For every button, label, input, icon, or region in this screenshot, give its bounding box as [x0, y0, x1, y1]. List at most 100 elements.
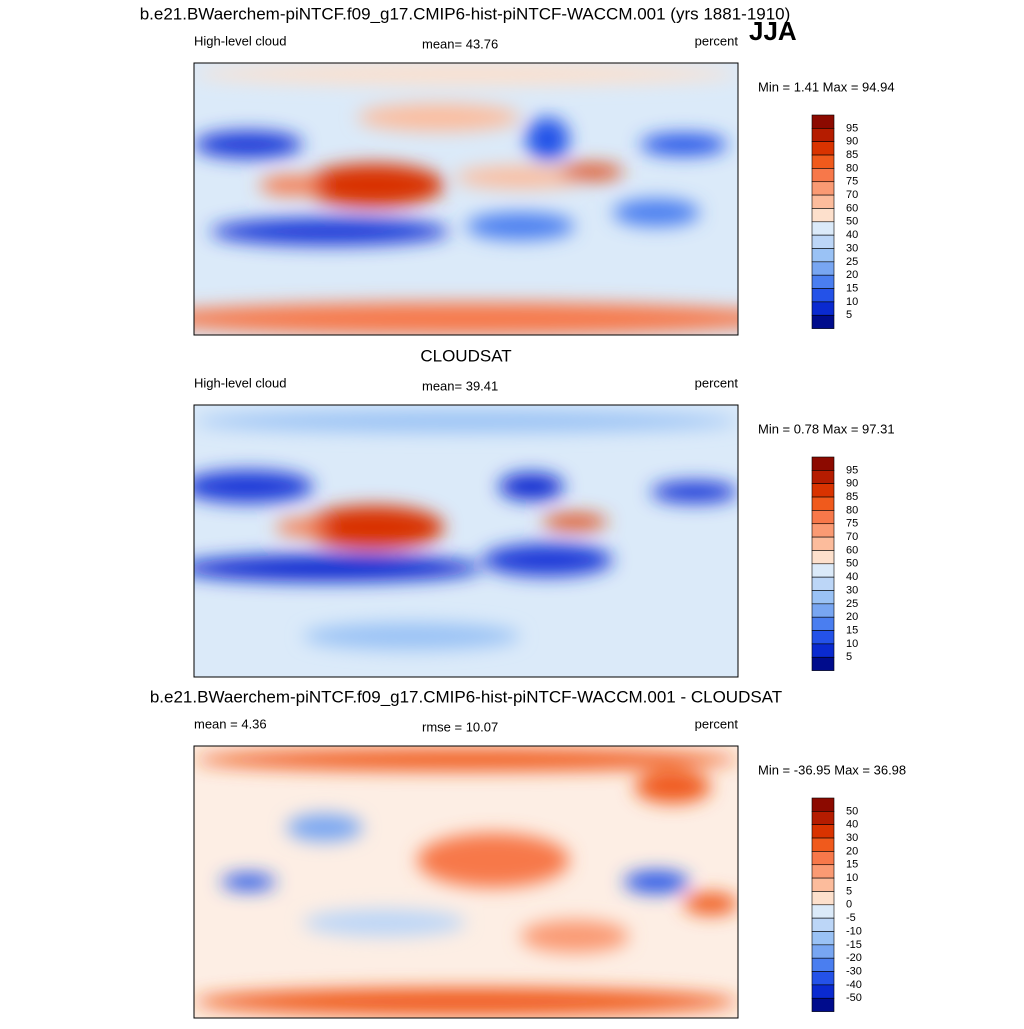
- panel-left-label: mean = 4.36: [194, 716, 267, 731]
- colorbar-box: [811, 208, 835, 223]
- field-blob: [482, 543, 613, 577]
- colorbar-box: [811, 630, 835, 645]
- field-blob: [612, 199, 700, 227]
- field-blob: [259, 175, 325, 195]
- colorbar-label: 5: [846, 651, 852, 663]
- colorbar-label: 15: [846, 624, 858, 636]
- colorbar-box: [811, 877, 835, 892]
- field: [194, 748, 738, 1016]
- colorbar-label: 20: [846, 269, 858, 281]
- colorbar-box: [811, 837, 835, 852]
- colorbar-box: [811, 114, 835, 129]
- colorbar-label: 85: [846, 491, 858, 503]
- colorbar-box: [811, 168, 835, 183]
- panel-units: percent: [695, 33, 739, 48]
- field-blob: [650, 481, 738, 503]
- min-max: Min = 1.41 Max = 94.94: [758, 79, 895, 94]
- colorbar-label: 10: [846, 872, 858, 884]
- colorbar-label: 75: [846, 176, 858, 188]
- field-blob: [194, 748, 738, 771]
- colorbar-box: [811, 984, 835, 999]
- colorbar-label: 10: [846, 638, 858, 650]
- colorbar-label: 30: [846, 584, 858, 596]
- map-frame: [193, 404, 739, 678]
- colorbar-label: -5: [846, 912, 856, 924]
- colorbar-box: [811, 864, 835, 879]
- colorbar-box: [811, 931, 835, 946]
- colorbar-box: [811, 261, 835, 276]
- colorbar-label: 75: [846, 518, 858, 530]
- colorbar-label: -10: [846, 925, 862, 937]
- field-blob: [455, 166, 586, 189]
- colorbar-label: -30: [846, 965, 862, 977]
- map-frame: [193, 745, 739, 1019]
- colorbar-box: [811, 496, 835, 511]
- colorbar-label: 50: [846, 216, 858, 228]
- colorbar-label: 40: [846, 819, 858, 831]
- colorbar-box: [811, 510, 835, 525]
- colorbar-box: [811, 274, 835, 289]
- panel: High-level cloud mean= 43.76 percent Min = …: [193, 33, 895, 336]
- colorbar-label: 95: [846, 464, 858, 476]
- colorbar-label: 40: [846, 229, 858, 241]
- field-blob: [194, 988, 738, 1016]
- colorbar-box: [811, 234, 835, 249]
- panel-center-label: mean= 43.76: [422, 36, 498, 51]
- colorbar-box: [811, 221, 835, 236]
- panel-left-label: High-level cloud: [194, 375, 287, 390]
- field-blob: [623, 871, 690, 893]
- colorbar-label: 80: [846, 504, 858, 516]
- colorbar-label: 30: [846, 242, 858, 254]
- field-blob: [498, 473, 564, 501]
- colorbar-box: [811, 314, 835, 329]
- field-blob: [466, 212, 575, 240]
- colorbar-box: [811, 194, 835, 209]
- colorbar-label: 85: [846, 149, 858, 161]
- colorbar-label: 5: [846, 885, 852, 897]
- colorbar-box: [811, 470, 835, 485]
- map-background: [194, 63, 738, 335]
- colorbar-label: 90: [846, 478, 858, 490]
- field-blob: [357, 103, 521, 131]
- colorbar-label: 50: [846, 558, 858, 570]
- colorbar-label: 70: [846, 531, 858, 543]
- colorbar-box: [811, 128, 835, 143]
- colorbar-box: [811, 590, 835, 605]
- colorbar-box: [811, 301, 835, 316]
- colorbar-box: [811, 917, 835, 932]
- map: [194, 746, 738, 1018]
- colorbar-label: -40: [846, 979, 862, 991]
- colorbar-box: [811, 576, 835, 591]
- colorbar-label: 40: [846, 571, 858, 583]
- map: [194, 405, 738, 677]
- colorbar-box: [811, 824, 835, 839]
- colorbar-label: 15: [846, 859, 858, 871]
- field-blob: [286, 814, 363, 842]
- colorbar-box: [811, 536, 835, 551]
- colorbar-box: [811, 288, 835, 303]
- field-blob: [194, 470, 314, 503]
- colorbar-label: 95: [846, 122, 858, 134]
- field-blob: [275, 519, 330, 536]
- colorbar-label: 80: [846, 162, 858, 174]
- colorbar-box: [811, 181, 835, 196]
- field-blob: [302, 505, 445, 550]
- field-blob: [302, 909, 466, 937]
- colorbar-label: -20: [846, 952, 862, 964]
- field-blob: [194, 63, 738, 85]
- colorbar-box: [811, 797, 835, 812]
- panel: b.e21.BWaerchem-piNTCF.f09_g17.CMIP6-his…: [150, 687, 906, 1019]
- colorbar-label: 25: [846, 256, 858, 268]
- colorbar-box: [811, 154, 835, 169]
- season-label: JJA: [749, 16, 797, 46]
- colorbar-box: [811, 248, 835, 263]
- field-blob: [194, 554, 483, 582]
- panel-left-label: High-level cloud: [194, 33, 287, 48]
- field-blob: [520, 920, 630, 953]
- panel-center-label: mean= 39.41: [422, 378, 498, 393]
- field-blob: [558, 163, 624, 180]
- map-frame: [193, 62, 739, 336]
- colorbar-label: 70: [846, 189, 858, 201]
